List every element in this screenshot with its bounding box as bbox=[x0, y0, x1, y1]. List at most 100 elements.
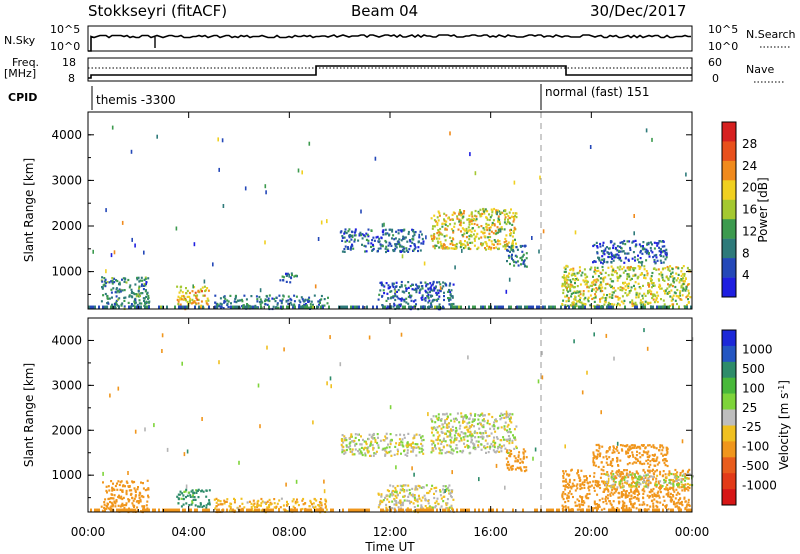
velocity-cell bbox=[439, 489, 441, 492]
velocity-ground-cell bbox=[422, 508, 424, 512]
velocity-cell bbox=[403, 495, 406, 498]
velocity-cell bbox=[324, 498, 327, 501]
power-cell bbox=[421, 294, 424, 297]
power-cell bbox=[617, 287, 620, 290]
power-sparse-cell bbox=[121, 220, 124, 225]
power-cell bbox=[637, 282, 640, 285]
velocity-cell bbox=[484, 447, 487, 450]
velocity-cell bbox=[394, 445, 397, 448]
power-cell bbox=[362, 234, 365, 237]
power-cell bbox=[628, 291, 631, 294]
velocity-cell bbox=[396, 448, 399, 451]
power-cell bbox=[676, 288, 679, 292]
power-cell bbox=[219, 302, 222, 305]
power-cell bbox=[461, 227, 464, 230]
velocity-ground-cell bbox=[478, 508, 480, 512]
velocity-colorbar-tick: -100 bbox=[742, 440, 769, 454]
power-cell bbox=[662, 240, 664, 243]
power-cell bbox=[299, 301, 302, 304]
velocity-cell bbox=[618, 496, 621, 499]
velocity-cell bbox=[510, 449, 512, 453]
velocity-cell bbox=[638, 482, 641, 485]
velocity-ground-cell bbox=[310, 508, 312, 512]
power-cell bbox=[197, 298, 200, 301]
velocity-cell bbox=[646, 486, 649, 489]
power-cell bbox=[677, 267, 680, 270]
velocity-cell bbox=[659, 484, 662, 487]
velocity-cell bbox=[580, 496, 583, 499]
power-cell bbox=[384, 239, 387, 243]
power-cell bbox=[488, 245, 491, 248]
power-cell bbox=[595, 241, 598, 244]
velocity-ground-cell bbox=[352, 508, 354, 512]
power-cell bbox=[473, 214, 476, 217]
velocity-cell bbox=[406, 451, 409, 454]
velocity-sparse-cell bbox=[681, 439, 684, 444]
velocity-sparse-cell bbox=[411, 466, 413, 471]
velocity-cell bbox=[219, 500, 222, 503]
power-cell bbox=[399, 229, 402, 232]
power-cell bbox=[259, 303, 262, 306]
velocity-cell bbox=[426, 507, 428, 510]
velocity-cell bbox=[133, 504, 136, 507]
velocity-cell bbox=[496, 447, 499, 450]
power-cell bbox=[669, 265, 672, 268]
power-cell bbox=[632, 240, 635, 243]
x-tick-label: 04:00 bbox=[171, 525, 206, 539]
velocity-cell bbox=[451, 425, 454, 428]
power-cell bbox=[341, 239, 344, 242]
power-cell bbox=[141, 279, 144, 282]
velocity-cell bbox=[401, 438, 404, 441]
velocity-cell bbox=[476, 432, 479, 435]
velocity-cell bbox=[567, 486, 570, 489]
power-cell bbox=[233, 300, 236, 303]
power-cell bbox=[512, 229, 515, 232]
power-cell bbox=[646, 292, 649, 295]
power-cell bbox=[583, 273, 586, 276]
velocity-cell bbox=[448, 506, 451, 509]
power-cell bbox=[450, 240, 453, 243]
velocity-cell bbox=[623, 469, 626, 472]
velocity-cell bbox=[684, 483, 687, 486]
power-cell bbox=[430, 303, 433, 307]
velocity-cell bbox=[434, 421, 437, 424]
power-ground-cell bbox=[376, 305, 378, 309]
power-cell bbox=[611, 296, 614, 299]
power-cell bbox=[613, 271, 616, 274]
power-cell bbox=[462, 212, 465, 215]
velocity-cell bbox=[398, 442, 401, 445]
power-sparse-cell bbox=[423, 261, 426, 266]
velocity-cell bbox=[672, 482, 675, 485]
velocity-cell bbox=[567, 496, 570, 499]
power-cell bbox=[243, 294, 246, 297]
power-cell bbox=[443, 291, 445, 294]
velocity-cell bbox=[446, 426, 449, 429]
power-cell bbox=[451, 241, 454, 244]
power-ground-cell bbox=[404, 305, 406, 309]
power-cell bbox=[293, 300, 296, 303]
power-sparse-cell bbox=[394, 289, 397, 294]
velocity-cell bbox=[444, 422, 446, 425]
velocity-cell bbox=[625, 507, 628, 510]
velocity-cell bbox=[628, 498, 631, 501]
velocity-cell bbox=[606, 457, 609, 461]
power-cell bbox=[196, 294, 199, 297]
power-sparse-cell bbox=[461, 248, 463, 253]
power-cell bbox=[493, 247, 496, 250]
power-cell bbox=[489, 216, 492, 219]
velocity-ground-cell bbox=[258, 508, 260, 512]
velocity-cell bbox=[420, 450, 423, 453]
velocity-cell bbox=[571, 485, 574, 488]
power-cell bbox=[421, 285, 424, 288]
velocity-cell bbox=[432, 434, 435, 437]
velocity-cell bbox=[104, 498, 107, 501]
power-cell bbox=[148, 300, 151, 303]
velocity-cell bbox=[268, 498, 271, 501]
power-ground-cell bbox=[88, 305, 90, 309]
velocity-cell bbox=[612, 473, 615, 476]
velocity-cell bbox=[576, 504, 579, 507]
velocity-cell bbox=[657, 482, 660, 485]
power-cell bbox=[378, 237, 381, 240]
power-colorbar-tick: 4 bbox=[742, 268, 750, 282]
power-cell bbox=[196, 298, 199, 301]
